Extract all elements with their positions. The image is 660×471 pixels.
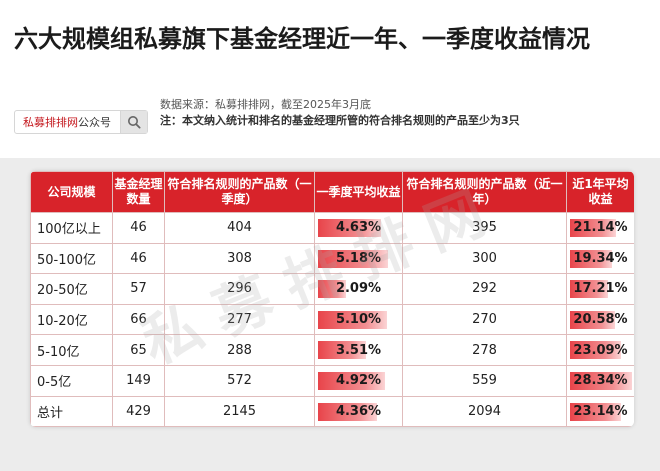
search-icon	[128, 116, 141, 129]
return-bar	[318, 371, 385, 390]
cell-q1-products: 2145	[164, 395, 315, 428]
cell-scale: 50-100亿	[30, 242, 113, 275]
cell-year-return: 28.34%	[566, 364, 634, 397]
page-title: 六大规模组私募旗下基金经理近一年、一季度收益情况	[14, 25, 590, 53]
cell-managers: 46	[112, 212, 165, 244]
cell-q1-return: 3.51%	[314, 334, 403, 366]
return-value: 28.34%	[573, 373, 628, 389]
table-row: 100亿以上 46 404 4.63% 395 21.14%	[30, 212, 634, 244]
cell-year-products: 559	[402, 364, 567, 397]
cell-year-return: 17.21%	[566, 273, 634, 305]
header-year-products: 符合排名规则的产品数（近一年）	[402, 171, 567, 213]
cell-managers: 46	[112, 242, 165, 275]
return-value: 23.14%	[573, 403, 628, 419]
return-bar	[570, 341, 621, 360]
header-managers: 基金经理数量	[112, 171, 165, 213]
table-row: 20-50亿 57 296 2.09% 292 17.21%	[30, 273, 634, 305]
note-text: 注：本文纳入统计和排名的基金经理所管的符合排名规则的产品至少为3只	[160, 114, 520, 127]
return-value: 3.51%	[335, 342, 382, 358]
cell-managers: 57	[112, 273, 165, 305]
cell-year-products: 395	[402, 212, 567, 244]
return-bar	[318, 310, 387, 329]
cell-scale: 10-20亿	[30, 303, 113, 336]
cell-q1-products: 572	[164, 364, 315, 397]
cell-q1-products: 308	[164, 242, 315, 275]
return-value: 19.34%	[573, 250, 628, 266]
cell-year-products: 292	[402, 273, 567, 305]
cell-year-return: 23.14%	[566, 395, 634, 428]
return-bar	[318, 280, 346, 299]
search-suffix: 公众号	[78, 116, 111, 129]
cell-managers: 429	[112, 395, 165, 428]
cell-year-products: 2094	[402, 395, 567, 428]
search-brand: 私募排排网	[23, 116, 78, 129]
return-bar	[318, 402, 377, 421]
return-value: 4.36%	[335, 403, 382, 419]
header-scale: 公司规模	[30, 171, 113, 213]
search-text: 私募排排网公众号	[23, 115, 111, 130]
cell-year-return: 19.34%	[566, 242, 634, 275]
cell-q1-return: 4.63%	[314, 212, 403, 244]
table-header-row: 公司规模 基金经理数量 符合排名规则的产品数（一季度） 一季度平均收益 符合排名…	[30, 171, 634, 213]
return-bar	[570, 280, 608, 299]
table-wrapper: 公司规模 基金经理数量 符合排名规则的产品数（一季度） 一季度平均收益 符合排名…	[30, 171, 634, 428]
search-button[interactable]	[120, 111, 147, 133]
cell-year-products: 270	[402, 303, 567, 336]
cell-q1-products: 288	[164, 334, 315, 366]
table-row: 5-10亿 65 288 3.51% 278 23.09%	[30, 334, 634, 366]
cell-year-return: 21.14%	[566, 212, 634, 244]
return-value: 4.92%	[335, 373, 382, 389]
cell-q1-return: 4.92%	[314, 364, 403, 397]
return-value: 21.14%	[573, 220, 628, 236]
cell-q1-return: 2.09%	[314, 273, 403, 305]
table-row: 50-100亿 46 308 5.18% 300 19.34%	[30, 242, 634, 275]
return-bar	[318, 341, 366, 360]
cell-managers: 66	[112, 303, 165, 336]
return-value: 20.58%	[573, 312, 628, 328]
cell-year-products: 300	[402, 242, 567, 275]
cell-year-products: 278	[402, 334, 567, 366]
return-bar	[570, 219, 616, 237]
header-q1-products: 符合排名规则的产品数（一季度）	[164, 171, 315, 213]
table-row: 10-20亿 66 277 5.10% 270 20.58%	[30, 303, 634, 336]
return-value: 5.10%	[335, 312, 382, 328]
returns-table: 公司规模 基金经理数量 符合排名规则的产品数（一季度） 一季度平均收益 符合排名…	[30, 171, 634, 428]
header-q1-return: 一季度平均收益	[314, 171, 403, 213]
return-bar	[570, 310, 615, 329]
header-year-return: 近1年平均收益	[566, 171, 634, 213]
cell-q1-products: 277	[164, 303, 315, 336]
return-value: 23.09%	[573, 342, 628, 358]
cell-scale: 5-10亿	[30, 334, 113, 366]
cell-year-return: 20.58%	[566, 303, 634, 336]
cell-q1-return: 5.10%	[314, 303, 403, 336]
return-bar	[570, 402, 621, 421]
cell-q1-products: 404	[164, 212, 315, 244]
cell-year-return: 23.09%	[566, 334, 634, 366]
cell-scale: 0-5亿	[30, 364, 113, 397]
data-source: 数据来源：私募排排网，截至2025年3月底	[160, 98, 371, 111]
return-value: 2.09%	[335, 281, 382, 297]
cell-scale: 总计	[30, 395, 113, 428]
cell-scale: 20-50亿	[30, 273, 113, 305]
cell-managers: 65	[112, 334, 165, 366]
return-value: 5.18%	[335, 250, 382, 266]
cell-q1-return: 5.18%	[314, 242, 403, 275]
table-row: 总计 429 2145 4.36% 2094 23.14%	[30, 395, 634, 428]
return-bar	[570, 371, 632, 390]
return-value: 4.63%	[335, 220, 382, 236]
search-box[interactable]: 私募排排网公众号	[14, 110, 148, 134]
return-bar	[318, 249, 388, 268]
return-bar	[318, 219, 381, 237]
cell-managers: 149	[112, 364, 165, 397]
cell-q1-return: 4.36%	[314, 395, 403, 428]
table-row: 0-5亿 149 572 4.92% 559 28.34%	[30, 364, 634, 397]
cell-scale: 100亿以上	[30, 212, 113, 244]
return-bar	[570, 249, 612, 268]
cell-q1-products: 296	[164, 273, 315, 305]
return-value: 17.21%	[573, 281, 628, 297]
